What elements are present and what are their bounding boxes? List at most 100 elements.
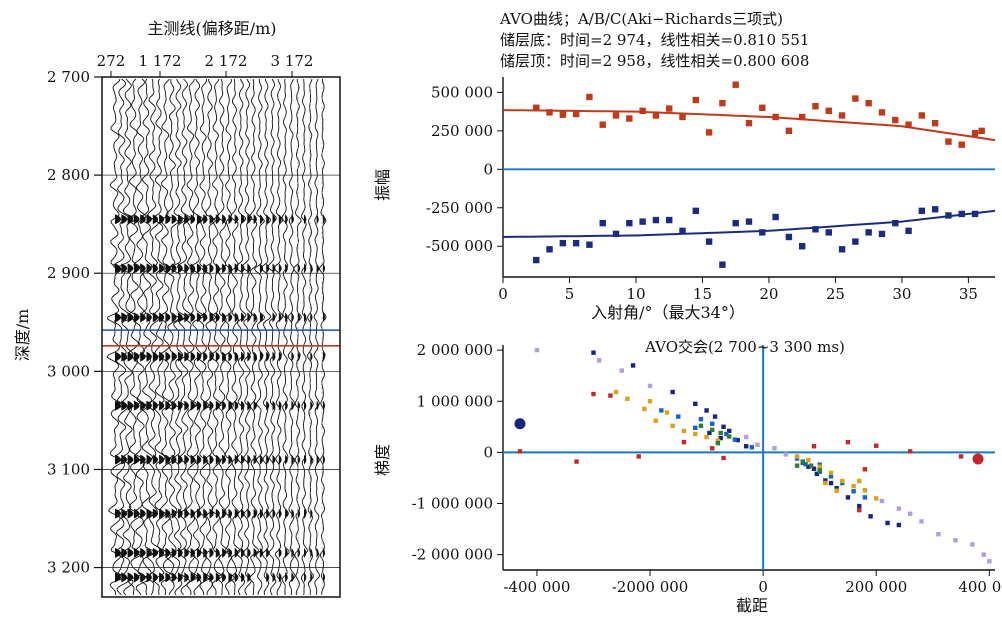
- avo-crossplot-point: [698, 423, 704, 428]
- avo-crossplot-point: [828, 470, 834, 476]
- seismic-lobe: [291, 400, 294, 411]
- avo-crossplot-point: [710, 446, 715, 451]
- seismic-trace: [169, 78, 186, 596]
- seismic-lobe: [159, 263, 165, 274]
- avo-curve-y-tick-label: 250 000: [431, 122, 493, 140]
- avo-crossplot-point: [874, 496, 879, 501]
- avo-crossplot-point: [715, 438, 721, 443]
- seismic-trace: [300, 78, 308, 596]
- avo-curve-point: [705, 129, 713, 136]
- avo-curve-point: [546, 246, 553, 253]
- avo-crossplot-x-tick-label: 0: [758, 578, 768, 596]
- avo-crossplot-point: [534, 347, 540, 353]
- seismic-lobe: [209, 400, 214, 411]
- seismic-y-tick-label: 2 700: [47, 68, 90, 86]
- seismic-wiggle-area: [102, 76, 340, 597]
- avo-curve-point: [533, 104, 540, 111]
- seismic-lobe: [215, 351, 220, 362]
- seismic-lobe: [253, 351, 257, 362]
- seismic-lobe: [121, 312, 128, 323]
- avo-curve-point: [626, 115, 633, 122]
- avo-curve-point: [666, 105, 673, 112]
- avo-crossplot-point: [857, 503, 862, 509]
- avo-crossplot-point: [715, 440, 721, 446]
- seismic-lobe: [310, 400, 313, 411]
- avo-curve-point: [785, 127, 793, 135]
- avo-crossplot-point: [625, 396, 630, 401]
- seismic-lobe: [278, 572, 282, 583]
- avo-curve-plot: 500 000 250 000 0 -250 000 -500 000 0 5 10 15 20 2…: [426, 77, 996, 303]
- avo-curve-x-tick-label: 0: [498, 285, 508, 303]
- seismic-lobe: [310, 454, 313, 465]
- avo-crossplot-point: [718, 435, 723, 441]
- seismic-lobe: [209, 312, 214, 323]
- avo-curve-x-tick-label: 25: [826, 285, 845, 303]
- avo-crossplot-point: [874, 443, 879, 448]
- seismic-lobe: [247, 454, 251, 465]
- seismic-lobe: [241, 312, 245, 323]
- seismic-lobe: [159, 454, 165, 465]
- avo-crossplot-point: [936, 532, 941, 537]
- seismic-lobe: [285, 547, 288, 558]
- seismic-lobe: [291, 351, 294, 362]
- seismic-lobe: [253, 214, 257, 225]
- seismic-lobe: [127, 454, 134, 465]
- seismic-lobe: [291, 214, 294, 225]
- avo-crossplot-point: [636, 454, 641, 459]
- avo-crossplot-point: [851, 489, 856, 494]
- seismic-lobe: [178, 263, 183, 274]
- avo-curve-point: [745, 218, 753, 225]
- avo-crossplot-point: [814, 471, 820, 477]
- seismic-lobe: [322, 572, 325, 583]
- avo-crossplot-point: [710, 427, 715, 433]
- seismic-lobe: [146, 351, 152, 362]
- seismic-lobe: [285, 214, 288, 225]
- seismic-lobe: [266, 351, 270, 362]
- avo-curve-point: [679, 227, 686, 235]
- avo-crossplot-point: [834, 488, 839, 493]
- seismic-lobe: [133, 400, 140, 411]
- seismic-lobe: [259, 508, 264, 519]
- avo-crossplot-point: [907, 449, 913, 454]
- avo-crossplot-point: [613, 389, 619, 395]
- avo-crossplot-point: [670, 389, 675, 395]
- seismic-lobe: [196, 400, 202, 411]
- avo-crossplot-y-tick-label: -2 000 000: [412, 546, 493, 564]
- seismic-lobe: [146, 508, 152, 519]
- seismic-lobe: [178, 214, 183, 225]
- seismic-lobe: [222, 572, 226, 583]
- seismic-lobe: [234, 312, 239, 323]
- seismic-trace: [152, 78, 168, 596]
- seismic-lobe: [127, 312, 134, 323]
- seismic-lobe: [159, 547, 165, 558]
- avo-curve-point: [732, 219, 739, 227]
- seismic-trace: [133, 78, 150, 596]
- seismic-lobe: [272, 508, 276, 519]
- seismic-trace: [241, 78, 253, 596]
- seismic-lobe: [146, 454, 152, 465]
- seismic-lobe: [152, 547, 159, 558]
- avo-crossplot-point: [806, 457, 811, 463]
- avo-curve-point: [918, 207, 926, 215]
- avo-curve-x-tick-label: 15: [693, 285, 712, 303]
- avo-curve-point: [639, 107, 646, 115]
- seismic-lobe: [171, 572, 177, 583]
- seismic-lobe: [178, 400, 183, 411]
- seismic-lobe: [159, 214, 165, 225]
- avo-curve-point: [599, 121, 606, 128]
- seismic-lobe: [190, 312, 196, 323]
- seismic-y-tick-label: 3 000: [47, 362, 90, 380]
- seismic-lobe: [253, 400, 257, 411]
- avo-curve-title-line3: 储层顶：时间=2 958，线性相关=0.800 608: [500, 52, 809, 70]
- avo-curve-point: [878, 230, 886, 238]
- seismic-lobe: [184, 572, 189, 583]
- avo-crossplot-x-tick-label: 200 000: [845, 578, 907, 596]
- avo-crossplot-point: [735, 437, 740, 443]
- seismic-lobe: [278, 351, 282, 362]
- seismic-lobe: [140, 454, 146, 465]
- seismic-lobe: [196, 508, 202, 519]
- seismic-trace: [127, 78, 143, 596]
- seismic-trace: [139, 78, 156, 596]
- seismic-trace: [189, 78, 204, 596]
- avo-crossplot-point: [783, 452, 788, 457]
